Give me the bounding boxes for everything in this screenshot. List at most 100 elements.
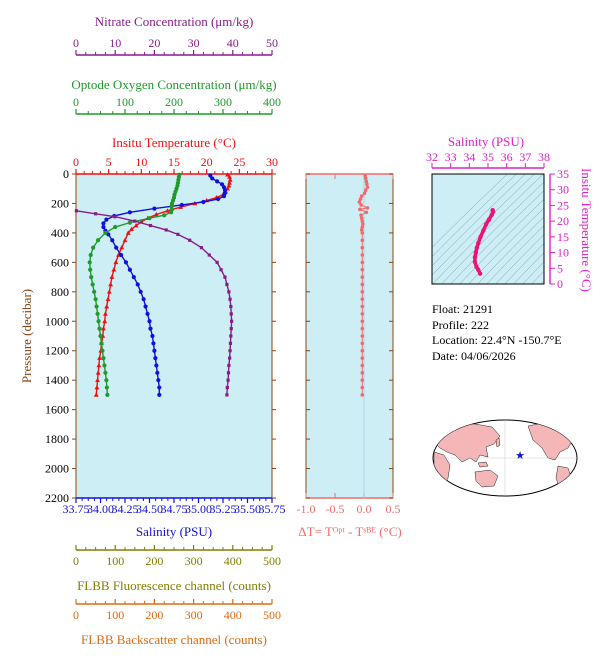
fluorescence-tick-label: 400 bbox=[224, 554, 242, 568]
nitrate-point bbox=[228, 349, 232, 353]
ts-point bbox=[476, 240, 481, 246]
ts-point bbox=[476, 267, 481, 273]
salinity-point bbox=[222, 188, 228, 193]
ts-frame bbox=[431, 173, 545, 285]
salinity-tick-label: 35.75 bbox=[259, 502, 286, 516]
ts-point bbox=[481, 228, 486, 233]
salinity-point bbox=[123, 260, 129, 265]
delta-t-point bbox=[360, 348, 365, 353]
salinity-point bbox=[141, 297, 146, 302]
oxygen-point bbox=[99, 341, 104, 346]
map-land-japan bbox=[495, 437, 501, 448]
salinity-point bbox=[179, 202, 184, 208]
delta-t-point bbox=[360, 326, 365, 331]
backscatter-tick-label: 0 bbox=[73, 608, 79, 622]
salinity-tick-label: 35.25 bbox=[210, 502, 237, 516]
temperature-tick-label: 20 bbox=[201, 155, 213, 169]
temperature-point bbox=[95, 370, 101, 375]
oxygen-tick-label: 0 bbox=[73, 95, 79, 109]
oxygen-point bbox=[91, 245, 96, 250]
backscatter-tick-label: 100 bbox=[106, 608, 124, 622]
pressure-tick-label: 800 bbox=[51, 285, 69, 299]
temperature-point bbox=[227, 174, 232, 179]
temperature-tick-label: 0 bbox=[73, 155, 79, 169]
delta-t-point bbox=[360, 290, 365, 294]
oxygen-point bbox=[147, 216, 152, 221]
delta-t-point bbox=[360, 245, 365, 250]
oxygen-tick-label: 400 bbox=[263, 95, 281, 109]
delta-t-axis-title: ΔT= Tᴼᵖᵗ - Tˢᴮᴱ (°C) bbox=[298, 524, 401, 539]
ts-point bbox=[477, 271, 483, 276]
salinity-point bbox=[208, 173, 213, 178]
salinity-axis-title: Salinity (PSU) bbox=[136, 524, 212, 539]
fluorescence-tick-label: 0 bbox=[73, 554, 79, 568]
temperature-point bbox=[102, 318, 108, 324]
ts-temperature-axis-title: Insitu Temperature (°C) bbox=[579, 168, 594, 292]
density-contour bbox=[432, 174, 526, 267]
fluorescence-tick-label: 300 bbox=[185, 554, 203, 568]
delta-t-point bbox=[359, 194, 364, 198]
temperature-point bbox=[153, 211, 159, 217]
oxygen-tick-label: 100 bbox=[116, 95, 134, 109]
oxygen-point bbox=[95, 311, 100, 317]
float-location: Location: 22.4°N -150.7°E bbox=[432, 333, 562, 347]
oxygen-axis-title: Optode Oxygen Concentration (μm/kg) bbox=[71, 77, 276, 92]
nitrate-tick-label: 20 bbox=[148, 36, 160, 50]
salinity-point bbox=[143, 304, 148, 309]
salinity-point bbox=[221, 193, 227, 199]
salinity-tick-label: 35.00 bbox=[185, 502, 212, 516]
temperature-point bbox=[101, 326, 106, 331]
ts-point bbox=[489, 212, 494, 218]
nitrate-point bbox=[230, 319, 234, 323]
pressure-axis-title: Pressure (decibar) bbox=[19, 289, 34, 383]
density-contour bbox=[495, 234, 544, 284]
float-info: Float: 21291 Profile: 222 Location: 22.4… bbox=[432, 302, 562, 364]
profile-number: Profile: 222 bbox=[432, 317, 489, 332]
salinity-point bbox=[110, 238, 115, 243]
nitrate-point bbox=[223, 275, 227, 279]
nitrate-point bbox=[226, 378, 230, 382]
oxygen-point bbox=[168, 210, 174, 215]
nitrate-tick-label: 50 bbox=[266, 36, 278, 50]
delta-t-point bbox=[365, 185, 370, 190]
salinity-point bbox=[101, 221, 106, 226]
delta-t-point bbox=[360, 319, 365, 324]
pressure-tick-label: 1000 bbox=[45, 314, 69, 328]
delta-t-point bbox=[362, 191, 367, 195]
oxygen-tick-label: 200 bbox=[165, 95, 183, 109]
nitrate-point bbox=[133, 219, 137, 223]
density-contour bbox=[450, 190, 544, 284]
salinity-point bbox=[155, 370, 160, 375]
temperature-tick-label: 25 bbox=[233, 155, 245, 169]
pressure-tick-label: 1400 bbox=[45, 373, 69, 387]
delta-t-point bbox=[359, 216, 364, 220]
oxygen-point bbox=[88, 252, 93, 258]
density-contour bbox=[432, 174, 535, 276]
temperature-point bbox=[97, 355, 102, 360]
nitrate-point bbox=[227, 290, 231, 294]
delta-t-point bbox=[360, 393, 365, 397]
nitrate-tick-label: 0 bbox=[73, 36, 79, 50]
salinity-tick-label: 33.75 bbox=[63, 502, 90, 516]
nitrate-point bbox=[229, 334, 233, 338]
delta-t-point bbox=[360, 219, 365, 223]
salinity-point bbox=[216, 196, 221, 202]
oxygen-point bbox=[127, 220, 132, 225]
delta-t-point bbox=[360, 378, 365, 382]
oxygen-point bbox=[162, 213, 167, 218]
ts-salinity-tick-label: 32 bbox=[426, 150, 438, 164]
pressure-tick-label: 0 bbox=[63, 167, 69, 181]
delta-t-point bbox=[360, 253, 365, 257]
delta-t-point bbox=[360, 304, 365, 309]
nitrate-point bbox=[228, 297, 232, 301]
backscatter-tick-label: 200 bbox=[145, 608, 163, 622]
temperature-point bbox=[225, 172, 230, 177]
nitrate-point bbox=[228, 356, 232, 360]
temperature-point bbox=[113, 259, 119, 265]
nitrate-point bbox=[176, 232, 180, 236]
density-contour bbox=[432, 174, 508, 248]
delta-t-point bbox=[360, 225, 365, 229]
temperature-tick-label: 15 bbox=[168, 155, 180, 169]
density-contours bbox=[432, 174, 544, 284]
salinity-point bbox=[114, 245, 119, 250]
